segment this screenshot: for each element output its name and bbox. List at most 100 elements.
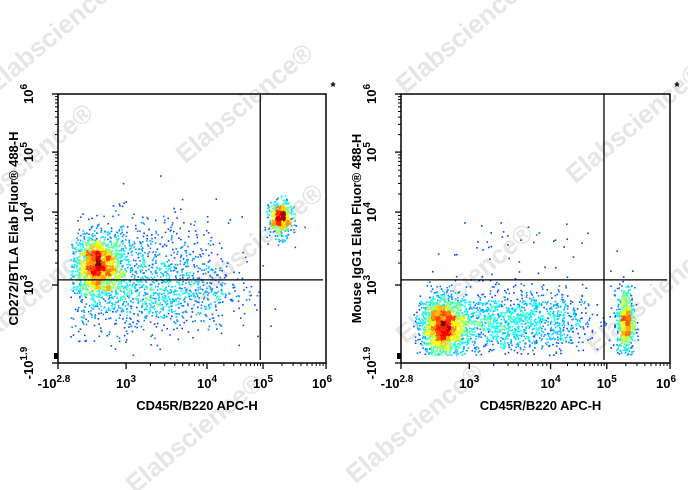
data-point [218,295,220,298]
data-point [106,277,109,279]
data-point [191,311,194,313]
data-point [418,334,421,336]
data-point [287,216,290,218]
data-point [426,309,429,311]
data-point [81,310,83,312]
data-point [191,259,194,262]
data-point [212,243,215,246]
data-point [430,285,432,287]
data-point [125,239,127,241]
data-point [76,310,79,312]
data-point [425,329,428,331]
data-point [281,195,283,198]
data-point [151,306,153,308]
data-point [176,251,179,253]
data-point [176,264,179,266]
data-point [82,287,85,290]
data-point [431,305,434,307]
data-point [289,219,292,222]
data-point [141,248,143,250]
data-point [211,289,213,292]
data-point [145,307,147,310]
data-point [115,319,117,322]
data-point [90,265,92,268]
data-point [94,249,97,252]
data-point [430,346,433,349]
data-point [106,265,109,267]
data-point [455,348,457,350]
data-point [79,250,82,252]
data-point [149,306,152,309]
data-point [119,273,121,275]
data-point [94,257,96,259]
data-point [274,223,276,225]
data-point [100,266,102,269]
data-point [125,258,128,261]
data-point [86,232,88,235]
data-point [424,321,427,323]
data-point [85,259,88,261]
data-point [120,256,122,259]
data-point [137,300,140,302]
data-point [110,258,112,261]
data-point [450,354,453,356]
data-point [277,214,280,217]
data-point [89,228,91,231]
data-point [109,264,111,266]
data-point [121,229,123,231]
data-point [122,225,125,227]
data-point [115,290,117,292]
data-point [85,247,87,250]
data-point [132,243,134,246]
data-point [279,223,282,226]
data-point [428,342,431,345]
data-point [438,333,440,336]
data-point [140,221,143,224]
data-point [165,286,167,289]
data-point [120,297,122,300]
data-point [122,276,124,278]
data-point [73,263,76,266]
data-point [126,289,129,291]
data-point [197,306,199,309]
data-point [88,271,91,273]
data-point [102,261,104,263]
data-point [156,289,159,291]
data-point [133,213,135,216]
data-point [143,223,146,225]
data-point [77,232,79,235]
data-point [280,196,283,199]
data-point [148,312,150,314]
data-point [143,272,145,274]
data-point [197,289,199,291]
data-point [285,198,288,201]
data-point [289,223,292,225]
data-point [87,243,89,245]
data-point [145,317,147,319]
data-point [115,231,118,234]
data-point [88,263,90,265]
data-point [90,298,92,300]
data-point [187,331,190,333]
data-point [72,283,74,285]
data-point [77,290,80,293]
data-point [171,305,173,307]
data-point [93,275,95,277]
data-point [207,267,210,269]
data-point [279,212,282,214]
data-point [72,281,74,284]
data-point [121,256,124,258]
data-point [99,254,102,257]
data-point [283,217,286,219]
data-point [125,301,128,303]
data-point [85,241,87,244]
data-point [419,302,421,305]
data-point [110,270,112,272]
data-point [280,235,283,238]
data-point [279,209,281,212]
data-point [170,263,173,265]
data-point [248,298,251,301]
data-point [118,337,121,339]
data-point [124,292,126,295]
data-point [285,219,288,221]
